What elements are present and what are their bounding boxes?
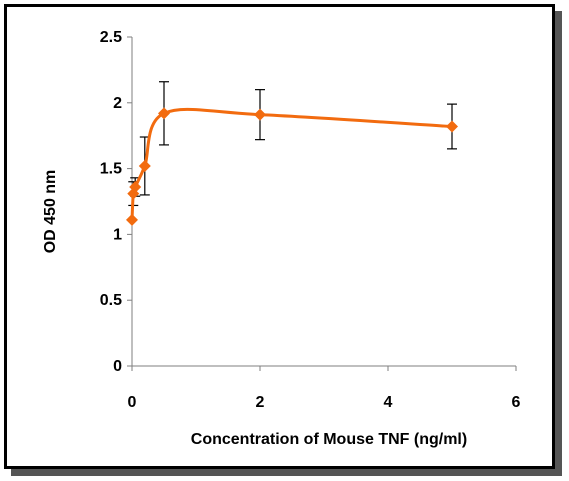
y-tick-label: 0.5 [100, 292, 122, 309]
y-tick-label: 2.5 [100, 29, 122, 46]
error-bars [128, 81, 457, 207]
data-point-marker [446, 120, 458, 133]
x-tick-label: 2 [256, 394, 265, 411]
chart-frame [4, 4, 555, 469]
x-tick-label: 6 [512, 394, 521, 411]
data-point-marker [158, 107, 170, 120]
data-point-marker [138, 159, 151, 172]
data-point-marker [254, 108, 266, 121]
y-tick-label: 1 [113, 226, 122, 243]
y-axis-title: OD 450 nm [42, 170, 59, 254]
x-tick-label: 0 [128, 394, 137, 411]
data-point-marker [126, 213, 138, 226]
ticks: 0 0.5 1 1.5 2 2.5 0 2 4 6 [100, 29, 521, 411]
axes [131, 37, 516, 367]
y-tick-label: 2 [113, 95, 122, 112]
markers [126, 107, 458, 226]
data-point-marker [129, 181, 142, 194]
y-tick-label: 0 [113, 358, 122, 375]
y-tick-label: 1.5 [100, 161, 122, 178]
series-line [130, 107, 453, 220]
x-tick-label: 4 [384, 394, 393, 411]
x-axis-title: Concentration of Mouse TNF (ng/ml) [191, 431, 467, 448]
